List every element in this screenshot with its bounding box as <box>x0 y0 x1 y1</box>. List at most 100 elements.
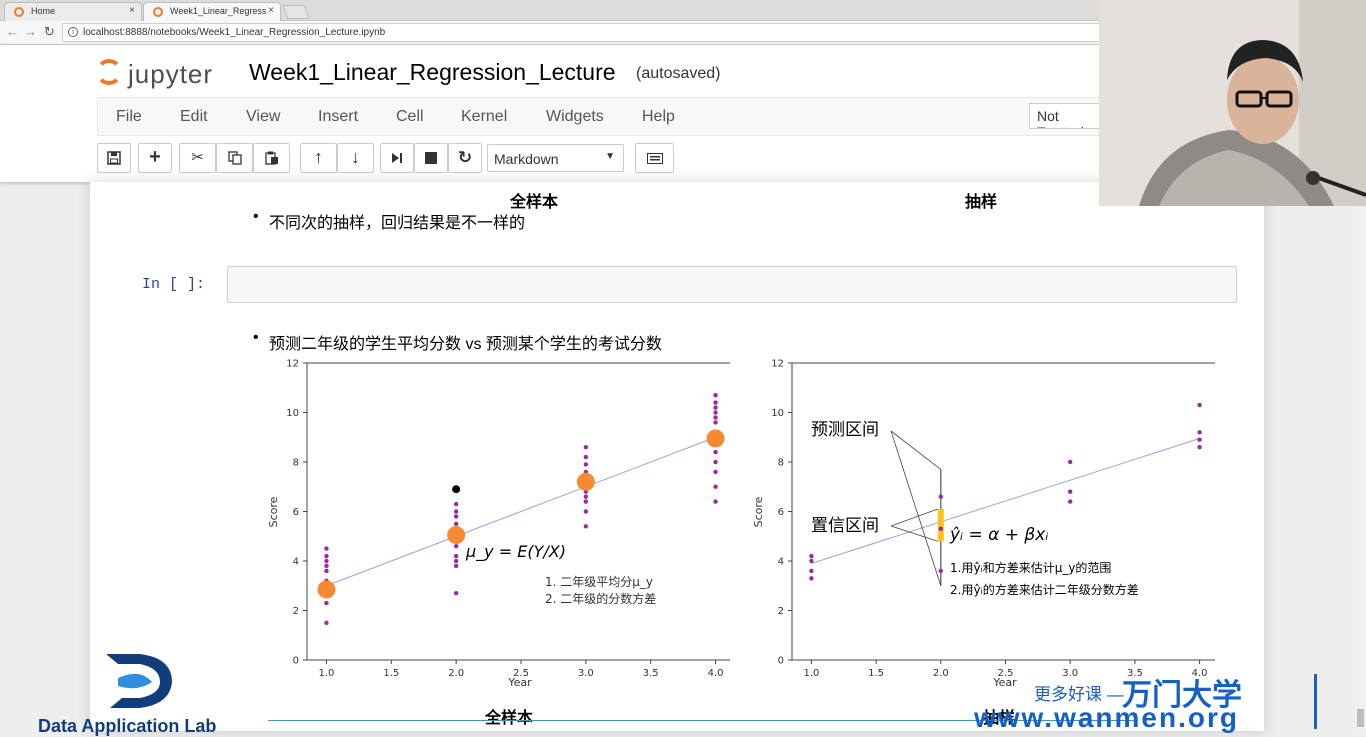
jupyter-logo[interactable]: jupyter <box>96 55 226 91</box>
jupyter-favicon-icon <box>153 7 163 17</box>
url-field[interactable]: i localhost:8888/notebooks/Week1_Linear_… <box>62 23 1102 42</box>
label-sample-top: 抽样 <box>965 194 998 211</box>
reload-icon[interactable]: ↻ <box>44 24 55 39</box>
run-button[interactable] <box>380 143 414 173</box>
student-score-point <box>583 509 589 514</box>
new-tab-button[interactable] <box>282 5 310 19</box>
y-tick-label: 6 <box>778 507 784 518</box>
note-1-range: 1.用ŷᵢ和方差来估计μ_y的范围 <box>950 560 1111 575</box>
student-score-point <box>713 484 718 489</box>
sample-score-point <box>809 576 814 581</box>
copy-button[interactable] <box>216 143 253 173</box>
jupyter-favicon-icon <box>14 7 24 17</box>
save-button[interactable] <box>97 143 131 173</box>
note-1-mean: 1. 二年级平均分μ_y <box>545 575 653 589</box>
x-tick-label: 3.5 <box>1127 668 1143 679</box>
keyboard-icon <box>646 153 663 164</box>
regression-line <box>811 438 1200 564</box>
stop-icon <box>425 152 437 164</box>
interrupt-kernel-button[interactable] <box>414 143 448 173</box>
menu-insert[interactable]: Insert <box>318 108 359 125</box>
sample-score-point <box>938 494 944 499</box>
formula-y-hat: ŷᵢ = α + βxᵢ <box>949 525 1048 545</box>
input-prompt: In [ ]: <box>142 276 206 293</box>
insert-cell-button[interactable]: + <box>138 143 172 173</box>
menu-edit[interactable]: Edit <box>180 108 208 125</box>
x-tick-label: 2.5 <box>998 668 1014 679</box>
x-tick-label: 1.0 <box>803 668 819 679</box>
y-tick-label: 4 <box>293 557 299 568</box>
close-icon[interactable]: × <box>268 5 274 16</box>
student-score-point <box>583 524 589 529</box>
cell-type-select[interactable]: Markdown ▼ <box>487 144 624 172</box>
scrollbar-thumb[interactable] <box>1357 709 1364 727</box>
cut-button[interactable]: ✂ <box>179 143 216 173</box>
x-tick-label: 2.0 <box>933 668 949 679</box>
wanmen-watermark: 更多好课 — 万门大学 www.wanmen.org <box>972 668 1332 733</box>
confidence-callout-line <box>890 508 938 527</box>
chart-full-sample-frame <box>306 362 730 661</box>
page-scrollbar[interactable] <box>1355 206 1366 731</box>
code-cell-input[interactable] <box>227 266 1237 303</box>
note-2-variance-estimate: 2.用ŷᵢ的方差来估计二年级分数方差 <box>950 582 1139 597</box>
bullet-prediction-note: 预测二年级的学生平均分数 vs 预测某个学生的考试分数 <box>253 329 662 354</box>
bullet-sampling-note: 不同次的抽样，回归结果是不一样的 <box>253 208 525 233</box>
formula-mu-y: μ_y = E(Y/X) <box>465 542 566 562</box>
menu-widgets[interactable]: Widgets <box>546 108 604 125</box>
student-score-point <box>453 501 459 507</box>
y-tick-label: 2 <box>293 606 299 617</box>
arrow-down-icon: ↓ <box>351 147 360 167</box>
student-score-point <box>324 546 329 551</box>
close-icon[interactable]: × <box>129 5 135 16</box>
move-up-button[interactable]: ↑ <box>300 143 337 173</box>
browser-tab-bar: Home × Week1_Linear_Regress × <box>0 0 1366 21</box>
chart-sample-ylabel: Score <box>752 496 765 527</box>
restart-kernel-button[interactable]: ↻ <box>448 143 482 173</box>
sample-score-point <box>809 558 814 564</box>
url-text: localhost:8888/notebooks/Week1_Linear_Re… <box>83 27 386 38</box>
label-confidence-interval: 置信区间 <box>811 516 879 536</box>
tab-home[interactable]: Home × <box>4 2 142 21</box>
copy-icon <box>227 151 242 165</box>
year-mean-point <box>576 472 595 491</box>
notebook-title[interactable]: Week1_Linear_Regression_Lecture <box>249 59 616 85</box>
sample-score-point <box>1067 489 1073 494</box>
chart-sample-xlabel: Year <box>992 676 1017 689</box>
student-score-point <box>324 600 329 606</box>
y-tick-label: 12 <box>286 359 299 370</box>
y-tick-label: 0 <box>778 656 784 667</box>
move-down-button[interactable]: ↓ <box>337 143 374 173</box>
back-arrow-icon[interactable]: ← <box>6 24 19 39</box>
menu-file[interactable]: File <box>116 108 142 125</box>
refresh-icon: ↻ <box>457 148 473 167</box>
student-score-point <box>583 462 589 467</box>
paste-button[interactable] <box>253 143 290 173</box>
scissors-icon: ✂ <box>191 149 204 166</box>
chart-full-sample-xlabel: Year <box>507 676 532 689</box>
trust-status-button[interactable]: Not Trusted <box>1029 103 1109 129</box>
plus-icon: + <box>149 146 161 168</box>
chart-full-sample-ylabel: Score <box>267 496 280 527</box>
sample-score-point <box>809 568 814 574</box>
student-score-point <box>713 405 718 410</box>
info-icon[interactable]: i <box>68 27 78 37</box>
lab-name: Data Application Lab <box>38 716 217 736</box>
regression-line <box>326 436 716 587</box>
jupyter-logo-text: jupyter <box>128 59 214 89</box>
student-score-point <box>713 449 718 455</box>
student-score-point <box>453 509 459 514</box>
label-full-sample-top: 全样本 <box>510 194 559 211</box>
command-palette-button[interactable] <box>635 143 674 173</box>
wanmen-divider <box>1314 674 1317 729</box>
x-tick-label: 3.5 <box>643 668 659 679</box>
forward-arrow-icon[interactable]: → <box>24 24 37 39</box>
y-tick-label: 2 <box>778 606 784 617</box>
menu-help[interactable]: Help <box>642 108 675 125</box>
confidence-interval-bar <box>937 509 944 542</box>
menu-cell[interactable]: Cell <box>396 108 424 125</box>
menu-view[interactable]: View <box>246 108 281 125</box>
menu-kernel[interactable]: Kernel <box>461 108 508 125</box>
tab-notebook[interactable]: Week1_Linear_Regress × <box>143 2 281 21</box>
student-score-point <box>324 558 329 564</box>
sample-score-point <box>1197 437 1202 442</box>
